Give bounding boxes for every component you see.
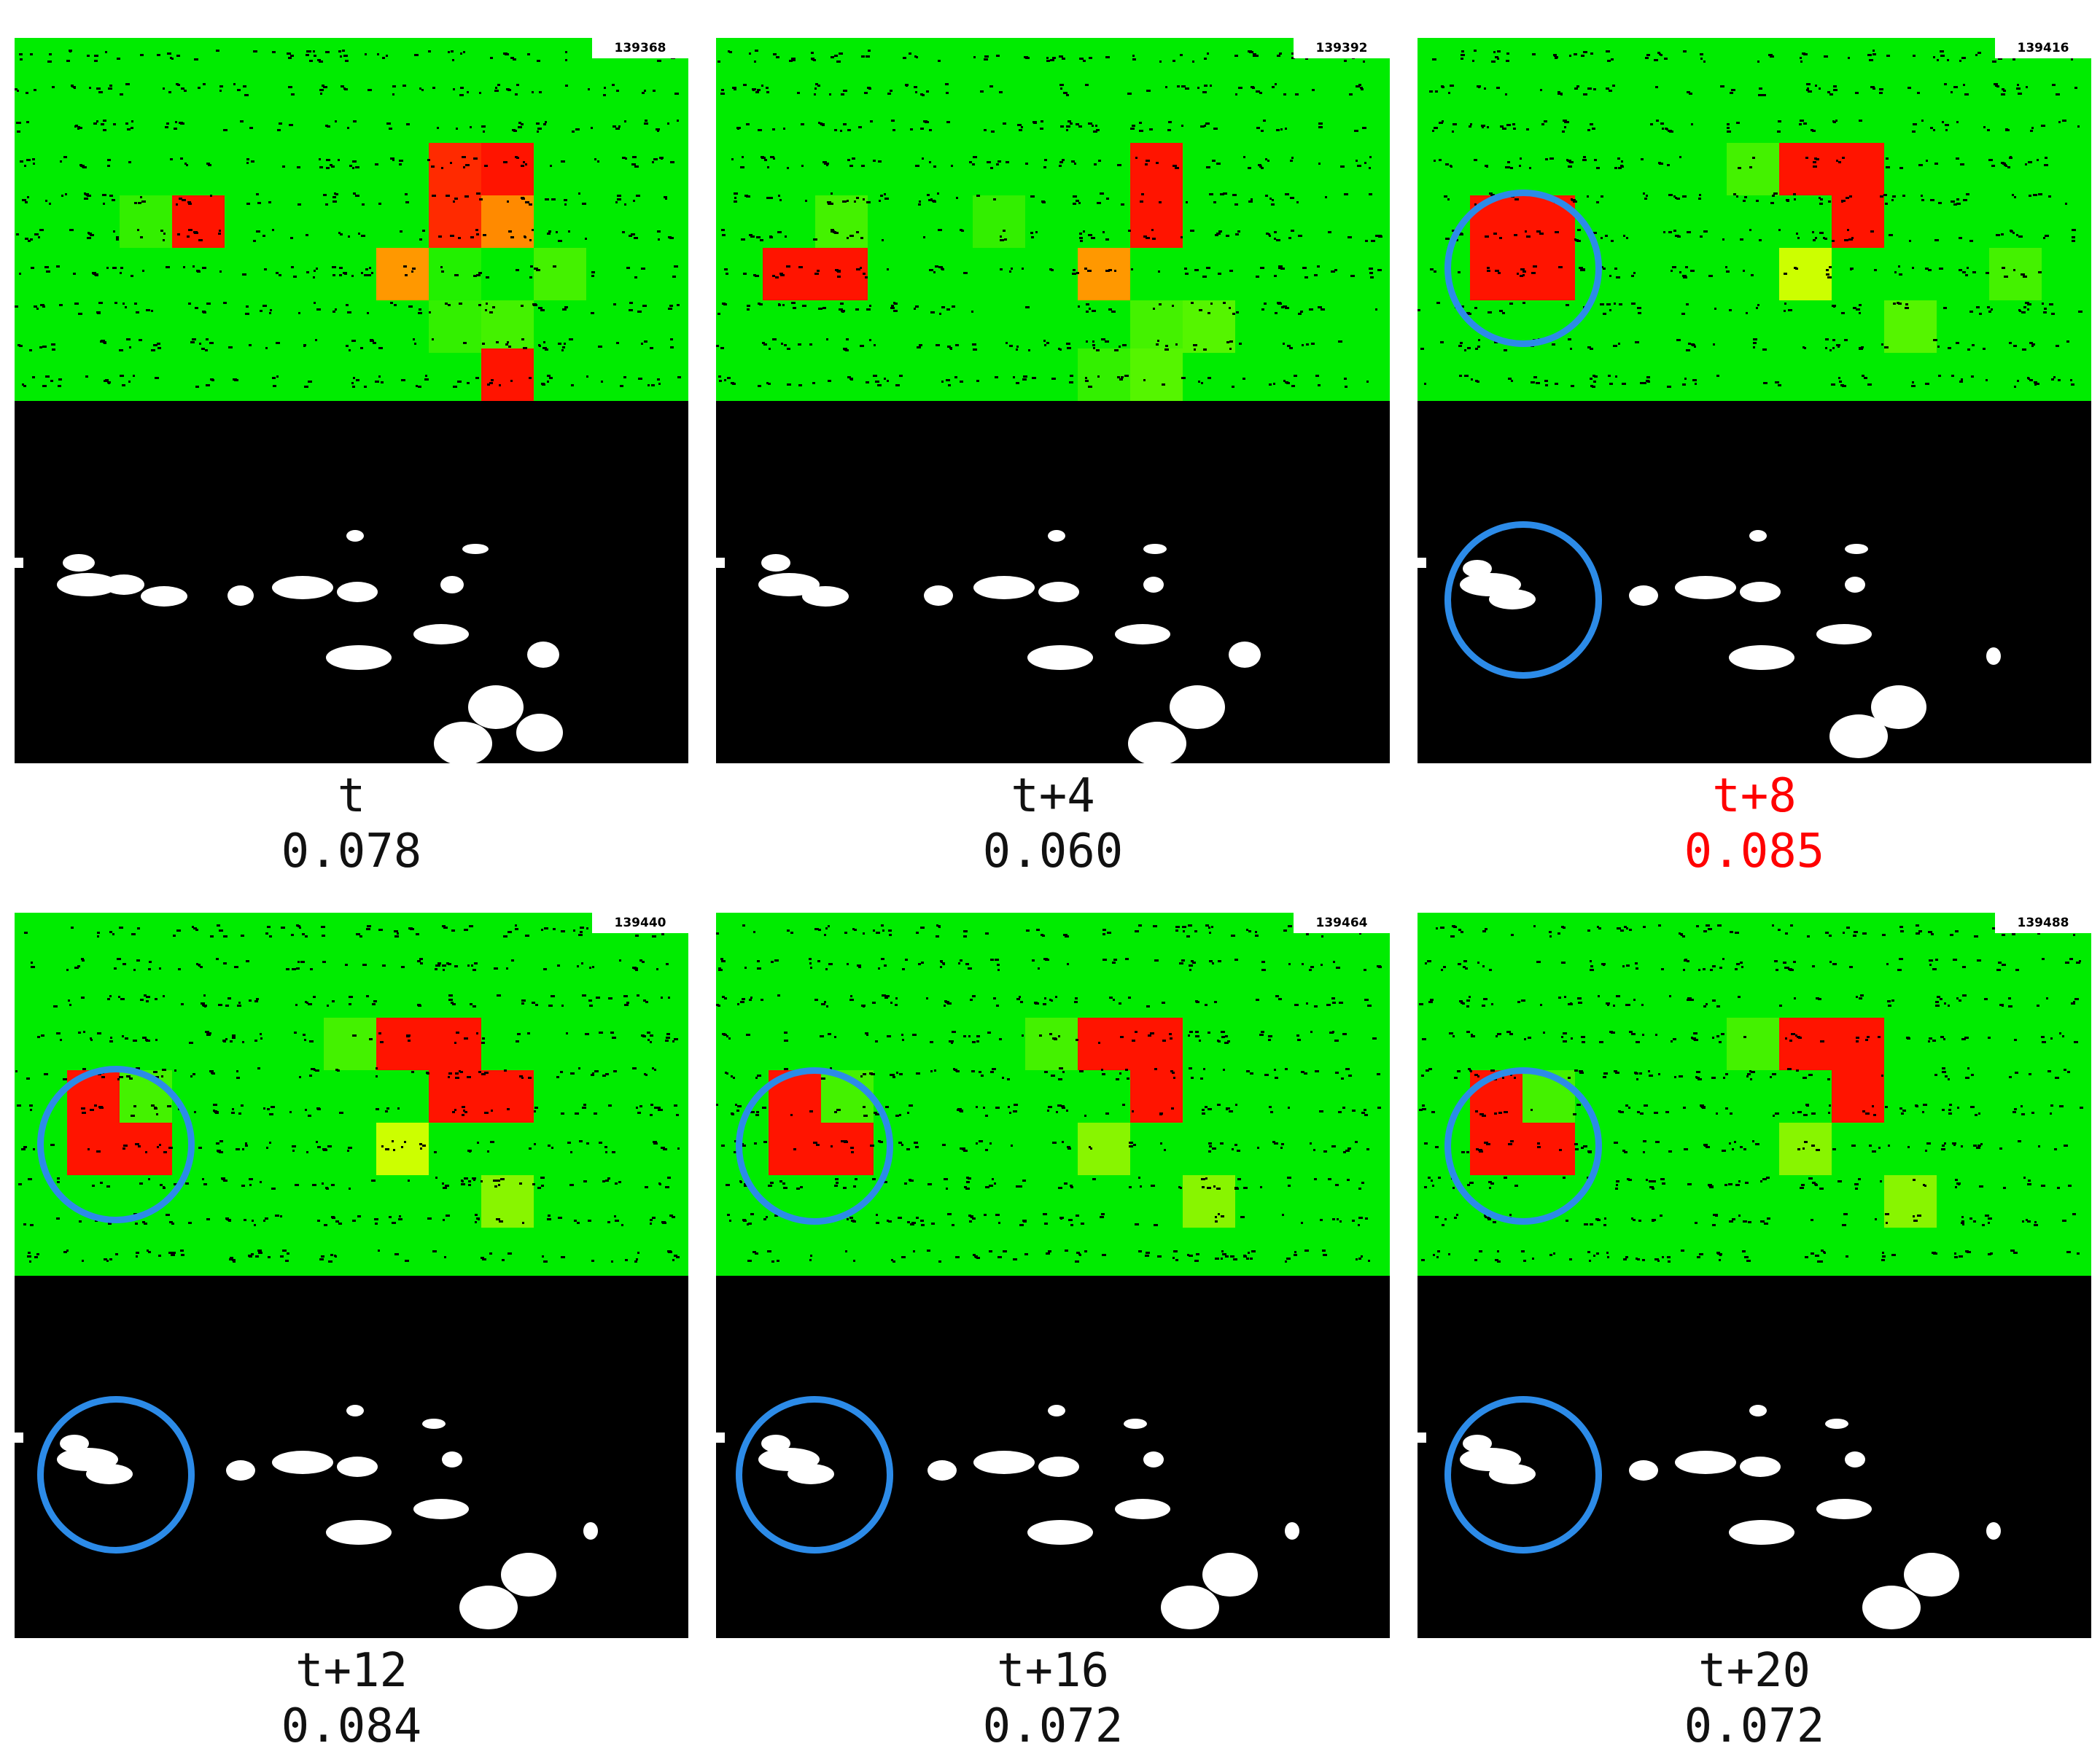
mask-frame: [716, 1276, 1390, 1638]
score-label: 0.078: [281, 825, 422, 878]
time-label: t+4: [1011, 769, 1095, 823]
crowd-speckles: [15, 924, 680, 1263]
heatmap-frame: 139368: [15, 38, 688, 401]
crowd-speckles: [1419, 924, 2083, 1263]
frame-id: 139440: [592, 913, 688, 933]
frame-id: 139464: [1294, 913, 1390, 933]
time-label: t+12: [295, 1644, 408, 1698]
highlight-circle: [1444, 521, 1602, 679]
highlight-circle: [37, 1396, 195, 1554]
frame-id: 139368: [592, 38, 688, 58]
foreground-mask: [716, 530, 1261, 763]
highlight-circle: [1444, 1396, 1602, 1554]
mask-frame: [15, 401, 688, 763]
score-label: 0.060: [982, 825, 1124, 878]
heatmap-overlay: [15, 50, 681, 401]
score-label: 0.085: [1684, 825, 1825, 878]
time-label: t+16: [996, 1644, 1110, 1698]
heatmap-frame: 139440: [15, 913, 688, 1276]
mask-frame: [1418, 1276, 2091, 1638]
time-label: t+20: [1698, 1644, 1811, 1698]
crowd-texture: [22, 52, 678, 55]
score-label: 0.084: [281, 1699, 422, 1753]
heatmap-frame: 139464: [716, 913, 1390, 1276]
mask-frame: [1418, 401, 2091, 763]
heatmap-frame: 139416: [1418, 38, 2091, 401]
highlight-circle: [736, 1396, 893, 1554]
heatmap-frame: 139488: [1418, 913, 2091, 1276]
highlight-circle: [1444, 190, 1602, 347]
heatmap-overlay: [716, 50, 1382, 401]
crowd-speckles: [716, 50, 1382, 388]
frame-id: 139416: [1995, 38, 2091, 58]
foreground-mask: [15, 530, 563, 763]
score-label: 0.072: [1684, 1699, 1825, 1753]
mask-frame: [15, 1276, 688, 1638]
mask-frame: [716, 401, 1390, 763]
frame-id: 139488: [1995, 913, 2091, 933]
highlight-circle: [1444, 1067, 1602, 1225]
highlight-circle: [37, 1066, 195, 1223]
heatmap-frame: 139392: [716, 38, 1390, 401]
score-label: 0.072: [982, 1699, 1124, 1753]
frame-id: 139392: [1294, 38, 1390, 58]
highlight-circle: [736, 1067, 893, 1225]
crowd-speckles: [15, 50, 681, 388]
time-label: t: [337, 769, 366, 823]
time-label: t+8: [1712, 769, 1797, 823]
